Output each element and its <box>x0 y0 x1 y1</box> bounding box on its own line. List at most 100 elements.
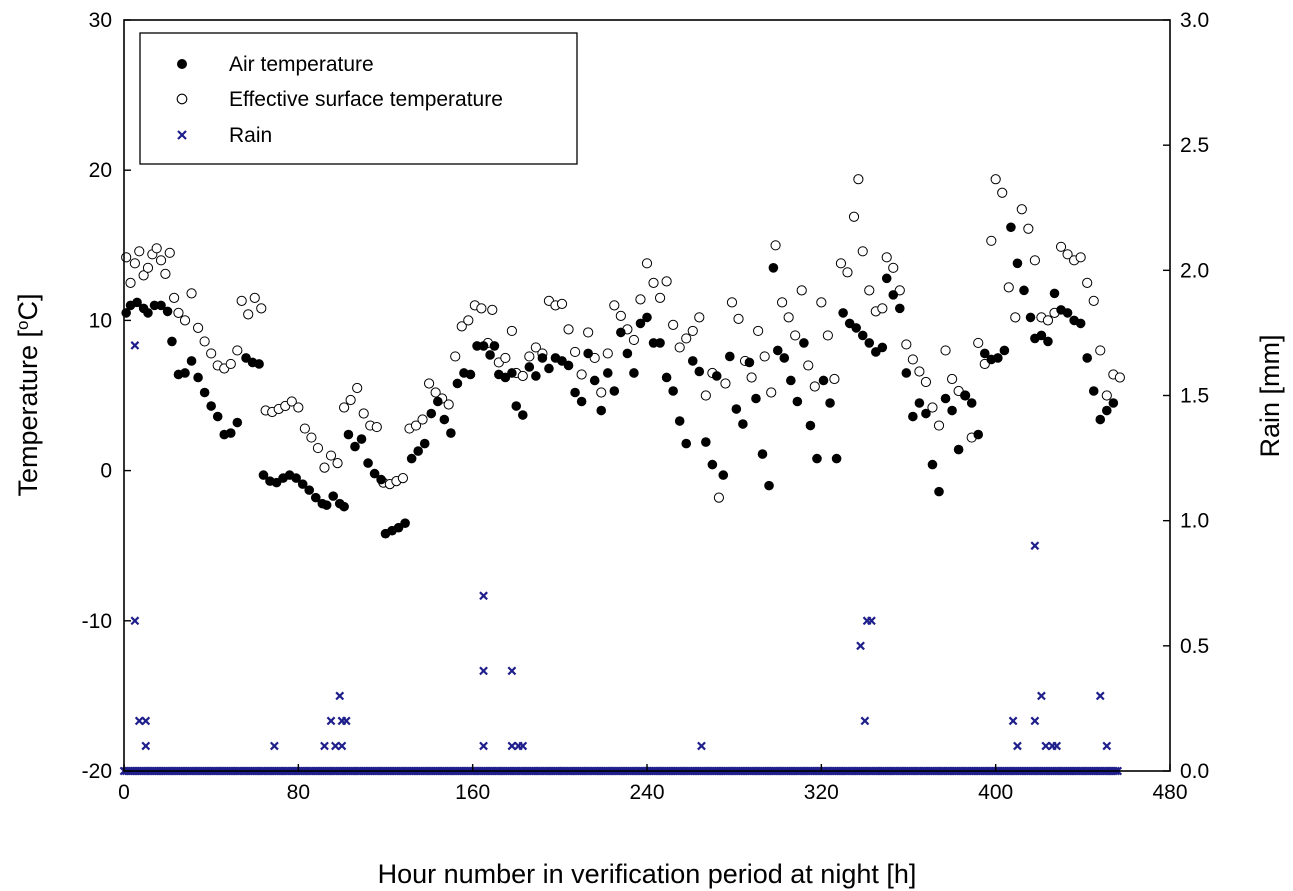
effective-surface-temperature-point <box>151 243 162 254</box>
air-temperature-point <box>674 416 685 426</box>
y-axis-title-left-unit: C] <box>13 293 43 320</box>
rain-point <box>479 666 488 676</box>
air-temperature-point <box>143 308 153 318</box>
effective-surface-temperature-point <box>583 327 594 338</box>
air-temperature-point <box>635 318 646 329</box>
air-temperature-point <box>321 500 332 510</box>
effective-surface-temperature-point <box>306 432 317 443</box>
y-axis-title-left-sup: o <box>13 320 32 329</box>
air-temperature-point <box>369 468 380 479</box>
air-temperature-point <box>199 387 210 398</box>
x-tick-label: 80 <box>287 781 310 804</box>
effective-surface-temperature-point <box>506 325 517 337</box>
effective-surface-temperature-point <box>332 457 343 469</box>
air-temperature-point <box>877 342 888 353</box>
air-temperature-point <box>1019 285 1029 296</box>
effective-surface-temperature-point <box>1062 249 1073 260</box>
air-temperature-point <box>757 449 768 459</box>
effective-surface-temperature-point <box>842 267 853 278</box>
y-left-tick-label: -10 <box>82 610 112 633</box>
effective-surface-temperature-point <box>134 246 145 257</box>
effective-surface-temperature-point <box>450 351 461 362</box>
rain-point <box>1008 716 1018 726</box>
effective-surface-temperature-point <box>596 387 607 398</box>
effective-surface-temperature-point <box>430 387 441 398</box>
air-temperature-point <box>707 459 718 470</box>
air-temperature-point <box>914 398 925 408</box>
effective-surface-temperature-point <box>199 336 210 347</box>
effective-surface-temperature-point <box>609 300 620 311</box>
air-temperature-point <box>465 369 476 380</box>
effective-surface-temperature-point <box>138 270 149 281</box>
air-temperature-point <box>779 353 790 363</box>
rain-point <box>134 716 144 726</box>
effective-surface-temperature-point <box>243 309 254 320</box>
air-temperature-point <box>921 408 931 419</box>
effective-surface-temperature-point <box>687 325 698 337</box>
air-temperature-point <box>940 393 951 404</box>
effective-surface-temperature-point <box>933 420 945 431</box>
effective-surface-temperature-point <box>423 378 435 389</box>
air-temperature-point <box>376 474 386 485</box>
air-temperature-point <box>725 351 735 362</box>
effective-surface-temperature-point <box>371 421 382 433</box>
rain-point <box>856 641 865 651</box>
air-temperature-point <box>894 303 905 314</box>
air-temperature-point <box>851 323 861 333</box>
air-temperature-point <box>973 429 984 440</box>
effective-surface-temperature-point <box>1075 252 1086 263</box>
effective-surface-temperature-point <box>946 373 958 385</box>
air-temperature-point <box>812 453 822 464</box>
effective-surface-temperature-point <box>358 408 369 419</box>
air-temperature-point <box>947 405 957 416</box>
y-left-tick-label: 20 <box>89 159 112 182</box>
x-tick-label: 400 <box>978 781 1013 804</box>
x-tick-label: 320 <box>804 781 839 804</box>
effective-surface-temperature-point <box>746 372 757 383</box>
effective-surface-temperature-point <box>853 174 864 185</box>
air-temperature-point <box>356 434 367 444</box>
air-temperature-point <box>764 480 774 491</box>
air-temperature-point <box>616 327 626 338</box>
effective-surface-temperature-point <box>173 307 184 318</box>
air-temperature-point <box>609 386 620 396</box>
effective-surface-temperature-point <box>1042 315 1054 326</box>
air-temperature-point <box>960 390 970 401</box>
effective-surface-temperature-point <box>796 285 807 296</box>
x-tick-label: 160 <box>455 781 490 804</box>
air-temperature-point <box>751 393 761 404</box>
rain-point <box>518 741 528 751</box>
air-temperature-point <box>297 479 308 489</box>
air-temperature-point <box>162 306 173 317</box>
air-temperature-point <box>1049 288 1060 299</box>
air-temperature-point <box>193 372 203 383</box>
rain-point <box>141 741 151 751</box>
rain-point <box>507 741 517 751</box>
effective-surface-temperature-point <box>576 369 587 380</box>
air-temperature-point <box>999 345 1010 356</box>
effective-surface-temperature-point <box>556 298 568 309</box>
rain-point <box>326 716 336 726</box>
effective-surface-temperature-point <box>125 277 136 288</box>
effective-surface-temperature-point <box>232 345 243 356</box>
air-temperature-point <box>537 353 548 363</box>
effective-surface-temperature-point <box>973 337 984 349</box>
air-temperature-point <box>206 401 216 411</box>
effective-surface-temperature-point <box>986 235 997 246</box>
rain-point <box>320 741 329 751</box>
air-temperature-point <box>254 359 264 369</box>
effective-surface-temperature-point <box>517 370 528 382</box>
air-temperature-point <box>406 453 417 464</box>
effective-surface-temperature-point <box>990 174 1001 185</box>
air-temperature-point <box>979 348 990 359</box>
effective-surface-temperature-point <box>881 252 892 263</box>
air-temperature-point <box>681 438 692 449</box>
effective-surface-temperature-point <box>352 382 363 394</box>
effective-surface-temperature-point <box>628 334 640 346</box>
effective-surface-temperature-point <box>602 348 613 359</box>
effective-surface-temperature-point <box>809 381 820 392</box>
effective-surface-temperature-point <box>500 352 511 364</box>
effective-surface-temperature-point <box>1010 312 1021 323</box>
air-temperature-point <box>531 371 541 381</box>
air-temperature-point <box>544 363 554 374</box>
